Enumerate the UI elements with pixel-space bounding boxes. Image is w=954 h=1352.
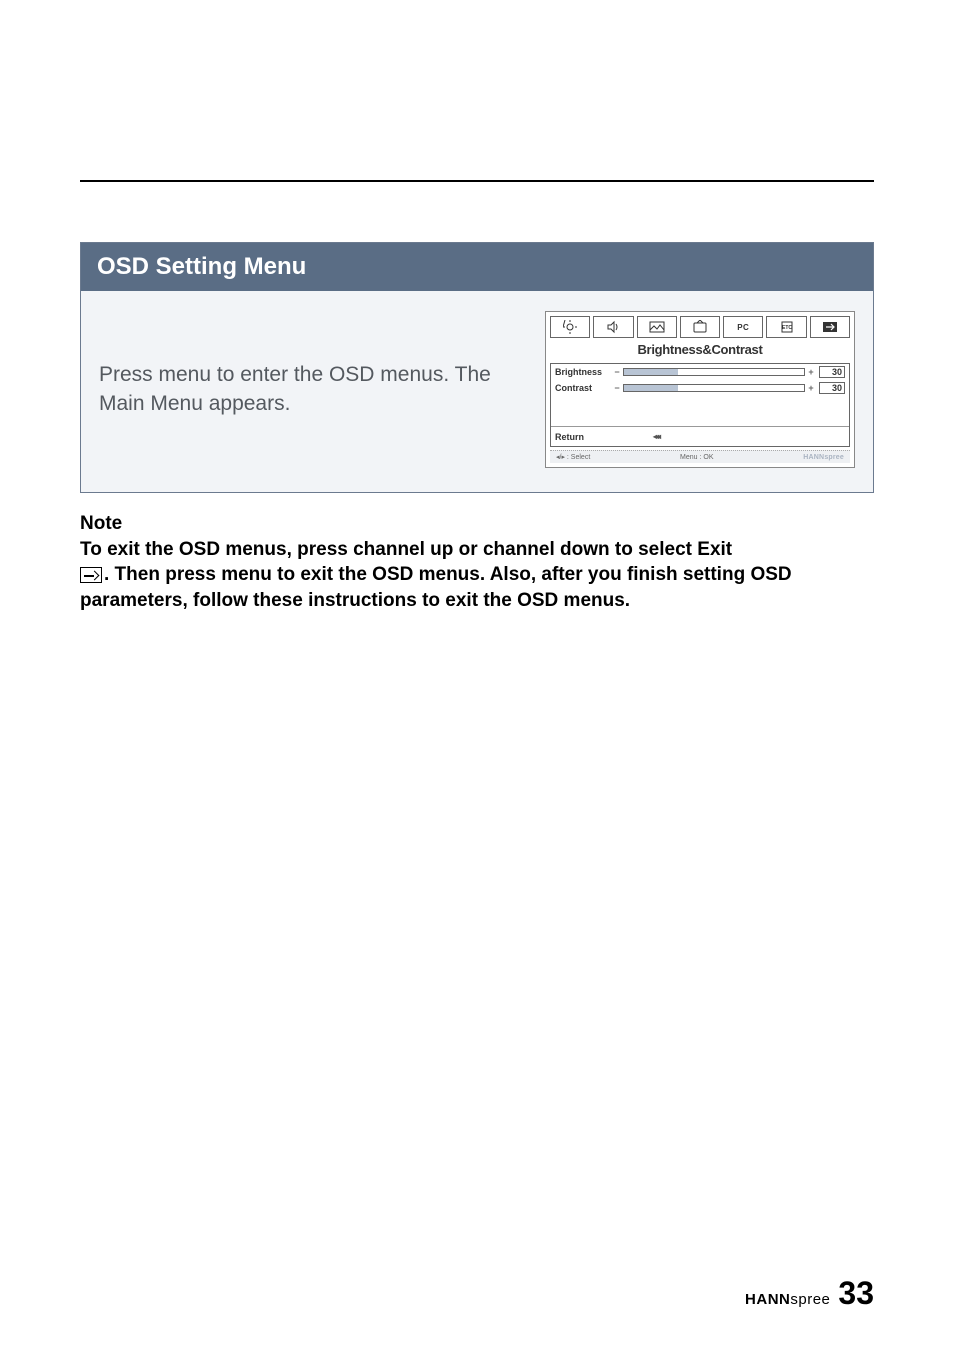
minus-icon: − xyxy=(613,383,621,393)
sound-tab-icon xyxy=(593,316,633,338)
brightness-slider: − + xyxy=(613,367,815,377)
note-title: Note xyxy=(80,511,874,537)
footer-brand: HANNspree xyxy=(803,454,844,461)
osd-figure-title: Brightness&Contrast xyxy=(546,338,854,363)
brightness-value: 30 xyxy=(819,366,845,378)
contrast-fill xyxy=(624,385,678,391)
svg-text:ETC: ETC xyxy=(782,325,792,331)
osd-figure-inner: Brightness − + 30 Contrast xyxy=(550,363,850,447)
footer-select-hint: ◂/▸ : Select xyxy=(556,453,590,461)
exit-tab-icon xyxy=(810,316,850,338)
contrast-label: Contrast xyxy=(555,383,613,393)
return-row: Return ◂◂◂ xyxy=(551,426,849,446)
page-footer: HANNspree 33 xyxy=(745,1275,874,1312)
osd-body: Press menu to enter the OSD menus. The M… xyxy=(81,291,873,492)
contrast-slider: − + xyxy=(613,383,815,393)
brand-bold: HANN xyxy=(745,1291,790,1308)
osd-setting-panel: OSD Setting Menu Press menu to enter the… xyxy=(80,242,874,493)
brightness-tab-icon xyxy=(550,316,590,338)
brightness-fill xyxy=(624,369,678,375)
osd-header: OSD Setting Menu xyxy=(81,243,873,291)
note-line2: . Then press menu to exit the OSD menus.… xyxy=(80,564,792,611)
osd-menu-figure: PC ETC Brightness&Contrast Brightness − xyxy=(545,311,855,468)
osd-instruction: Press menu to enter the OSD menus. The M… xyxy=(99,361,525,418)
page-number: 33 xyxy=(838,1275,874,1312)
tv-tab-icon xyxy=(680,316,720,338)
page-rule xyxy=(80,180,874,182)
brightness-row: Brightness − + 30 xyxy=(551,364,849,380)
brand-logo: HANNspree xyxy=(745,1291,830,1308)
note-block: Note To exit the OSD menus, press channe… xyxy=(80,511,874,614)
contrast-row: Contrast − + 30 xyxy=(551,380,849,396)
picture-tab-icon xyxy=(637,316,677,338)
plus-icon: + xyxy=(807,383,815,393)
etc-tab-icon: ETC xyxy=(766,316,806,338)
return-label: Return xyxy=(555,432,613,442)
osd-tab-row: PC ETC xyxy=(546,312,854,338)
osd-figure-footer: ◂/▸ : Select Menu : OK HANNspree xyxy=(550,450,850,463)
contrast-track xyxy=(623,384,805,392)
plus-icon: + xyxy=(807,367,815,377)
contrast-value: 30 xyxy=(819,382,845,394)
exit-icon xyxy=(80,567,102,583)
brightness-track xyxy=(623,368,805,376)
footer-menu-hint: Menu : OK xyxy=(680,454,713,461)
brand-light: spree xyxy=(790,1291,830,1308)
pc-tab: PC xyxy=(723,316,763,338)
note-line1a: To exit the OSD menus, press channel up … xyxy=(80,539,732,560)
return-arrows-icon: ◂◂◂ xyxy=(653,432,659,441)
brightness-label: Brightness xyxy=(555,367,613,377)
minus-icon: − xyxy=(613,367,621,377)
